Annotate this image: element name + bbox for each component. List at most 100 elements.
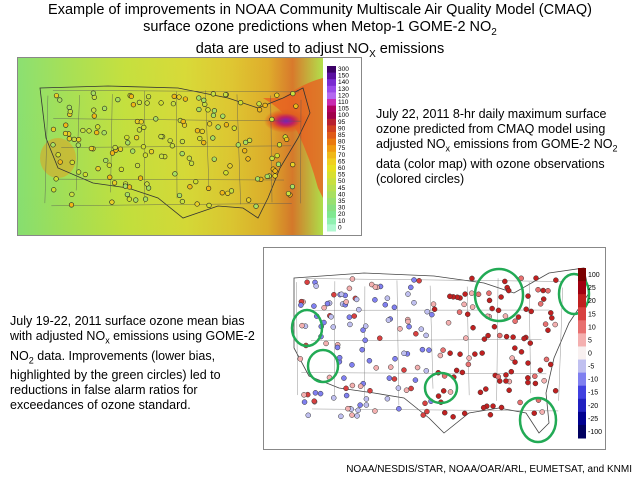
map2-bias-circle <box>495 374 502 380</box>
map1-observation-circle <box>67 108 73 115</box>
map2-bias-circle <box>397 326 403 332</box>
map2-bias-circle <box>321 304 327 311</box>
map2-bias-circle <box>435 393 442 399</box>
map2-colorbar-swatch <box>578 307 586 321</box>
map2-colorbar-tick: 100 <box>588 272 600 279</box>
map2-bias-circle <box>463 335 469 341</box>
map1-observation-circle <box>210 112 217 118</box>
map2-bias-circle <box>447 293 453 300</box>
map1-observation-circle <box>94 129 100 136</box>
map2-bias-circle <box>441 409 448 416</box>
map2-bias-circle <box>553 277 559 283</box>
map1-colorbar-swatch <box>327 85 336 93</box>
map2-bias-circle <box>498 404 505 411</box>
map2-bias-circle <box>341 375 347 381</box>
map2-bias-circle <box>413 331 419 337</box>
map2-bias-circle <box>495 307 502 314</box>
map2-colorbar-swatch <box>578 294 586 308</box>
map1-observation-circle <box>158 153 165 159</box>
map2-bias-circle <box>506 387 512 394</box>
map2-bias-circle <box>312 390 319 396</box>
map1-observation-circle <box>197 135 203 142</box>
map2-colorbar-swatch <box>578 359 586 374</box>
map1-observation-circle <box>186 155 192 161</box>
map2-colorbar-tick: -20 <box>588 403 598 410</box>
map2-bias-circle <box>464 311 471 318</box>
map1-observation-circle <box>228 188 235 194</box>
map1-us-outline <box>39 85 311 219</box>
map2-bias-circle <box>313 283 319 289</box>
map1-colorbar-tick: 110 <box>338 99 349 106</box>
map2-highlight-circle <box>473 267 525 323</box>
map1-observation-circle <box>133 135 140 141</box>
map1-observation-circle <box>225 190 231 196</box>
map1-observation-circle <box>137 175 144 181</box>
map1-desc-text-3: data (color map) with ozone observations… <box>376 156 605 186</box>
state-border <box>429 285 434 389</box>
map2-bias-circle <box>468 290 475 296</box>
map2-colorbar-swatch <box>578 424 586 439</box>
map1-observation-circle <box>111 180 118 186</box>
map1-observation-circle <box>293 103 299 109</box>
state-border <box>270 95 273 203</box>
map2-colorbar-tick: 25 <box>588 285 596 292</box>
map1-observation-circle <box>109 150 116 156</box>
map2-bias-circle <box>532 373 538 379</box>
ozone-prediction-map: 300 150 140 130 120 110 105 100 95 90 85 80 75 70 65 60… <box>17 57 362 236</box>
map1-observation-circle <box>188 160 195 166</box>
map2-bias-circle <box>486 297 493 304</box>
map1-colorbar-tick: 55 <box>338 172 346 179</box>
map2-bias-circle <box>486 290 492 296</box>
map1-observation-circle <box>262 102 268 108</box>
map1-observation-circle <box>210 135 216 141</box>
map1-observation-circle <box>193 179 199 185</box>
map2-bias-circle <box>542 321 549 327</box>
map2-colorbar-tick: 20 <box>588 298 596 305</box>
map1-observation-circle <box>124 134 130 141</box>
map2-bias-circle <box>396 406 402 412</box>
map2-bias-circle <box>423 368 430 374</box>
map1-colorbar-tick: 130 <box>338 86 349 93</box>
map1-observation-circle <box>264 173 270 180</box>
map2-bias-circle <box>422 400 428 407</box>
map1-desc-sub-1: x <box>445 143 450 154</box>
map2-bias-circle <box>483 386 489 392</box>
map2-bias-circle <box>512 318 518 324</box>
map2-bias-circle <box>323 340 329 347</box>
map1-colorbar-swatch <box>327 151 336 159</box>
map1-observation-circle <box>170 101 176 107</box>
map2-bias-circle <box>384 395 391 402</box>
map2-bias-circle <box>552 321 558 328</box>
map2-bias-circle <box>324 300 331 307</box>
title-line-1: Example of improvements in NOAA Communit… <box>48 2 592 18</box>
map2-bias-circle <box>372 297 378 303</box>
map1-observation-circle <box>134 162 141 169</box>
map2-bias-circle <box>372 408 378 414</box>
map1-observation-circle <box>272 173 278 179</box>
map1-observation-circle <box>50 126 57 132</box>
map1-colorbar-tick: 95 <box>338 119 346 126</box>
map1-colorbar-tick: 30 <box>338 205 346 212</box>
map1-observation-circle <box>169 143 175 149</box>
map1-colorbar-tick: 90 <box>338 125 346 132</box>
map2-highlight-circle <box>557 272 591 316</box>
map1-observation-circle <box>148 149 155 155</box>
map2-bias-circle <box>301 392 307 398</box>
map2-bias-circle <box>423 332 429 339</box>
map2-bias-circle <box>349 362 355 368</box>
map1-desc-sub-2: 2 <box>612 143 618 154</box>
state-border <box>52 90 300 93</box>
map2-bias-circle <box>462 291 468 297</box>
map2-colorbar-tick: -100 <box>588 429 602 436</box>
map2-bias-circle <box>360 327 366 333</box>
map2-bias-circle <box>411 277 417 283</box>
map2-colorbar-tick: 10 <box>588 324 596 331</box>
map1-observation-circle <box>80 127 86 134</box>
map2-bias-circle <box>548 310 554 316</box>
map2-bias-circle <box>477 389 484 396</box>
map2-colorbar-swatch <box>578 411 586 426</box>
map1-colorbar-tick: 35 <box>338 198 346 205</box>
map1-observation-circles <box>50 90 299 209</box>
map1-observation-circle <box>53 176 59 182</box>
map1-colorbar-swatch <box>327 158 336 166</box>
